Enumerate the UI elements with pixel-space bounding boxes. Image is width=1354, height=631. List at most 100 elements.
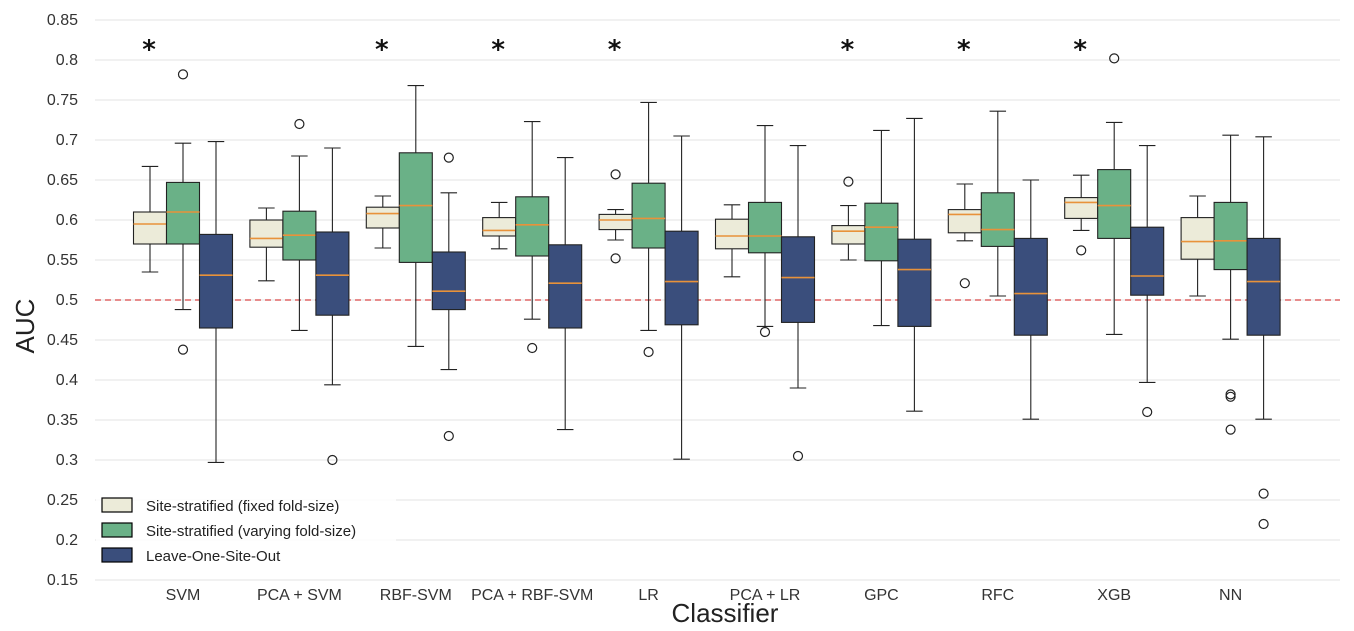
- y-tick-label: 0.7: [56, 132, 78, 149]
- significance-markers: * * * * * * *: [142, 35, 1087, 65]
- outlier-point: [1076, 245, 1087, 256]
- box-2-6: [897, 117, 932, 412]
- box-2-7: [1013, 179, 1048, 420]
- x-tick-label: RBF-SVM: [380, 587, 452, 604]
- box-body: [1213, 201, 1248, 271]
- box-0-8: [1064, 174, 1099, 256]
- outlier-point: [527, 342, 538, 354]
- outlier-point: [610, 169, 621, 180]
- outlier-point: [177, 69, 189, 80]
- outlier-point: [792, 450, 804, 462]
- y-tick-label: 0.65: [47, 172, 78, 189]
- box-body: [947, 209, 982, 234]
- y-tick-label: 0.15: [47, 572, 78, 589]
- y-tick-label: 0.55: [47, 252, 78, 269]
- box-body: [1097, 169, 1132, 239]
- box-1-4: [631, 101, 666, 358]
- box-2-9: [1246, 136, 1281, 530]
- box-body: [714, 218, 750, 250]
- y-tick-label: 0.8: [56, 52, 78, 69]
- box-0-5: [714, 204, 750, 278]
- significance-star: *: [375, 35, 389, 65]
- box-2-1: [315, 147, 350, 466]
- box-body: [198, 233, 234, 329]
- box-body: [515, 196, 550, 257]
- box-body: [631, 182, 666, 249]
- box-0-0: [132, 165, 168, 273]
- legend-label-fixed: Site-stratified (fixed fold-size): [146, 498, 339, 515]
- box-2-2: [431, 152, 466, 442]
- box-body: [1246, 237, 1281, 336]
- box-1-7: [980, 110, 1015, 297]
- box-body: [1013, 237, 1048, 336]
- box-1-5: [747, 125, 783, 338]
- box-body: [831, 225, 866, 245]
- box-0-9: [1180, 195, 1215, 297]
- box-body: [980, 192, 1015, 247]
- box-body: [431, 251, 466, 311]
- grid-lines: [95, 19, 1340, 581]
- outlier-point: [959, 278, 970, 289]
- y-tick-label: 0.2: [56, 532, 78, 549]
- outlier-point: [1109, 53, 1120, 64]
- box-2-3: [548, 157, 583, 431]
- box-body: [664, 230, 699, 326]
- outlier-point: [1142, 406, 1153, 418]
- box-body: [365, 206, 400, 229]
- outlier-point: [294, 118, 305, 130]
- box-1-3: [515, 121, 550, 354]
- legend-swatch-fixed: [101, 497, 133, 513]
- box-body: [780, 236, 816, 323]
- significance-star: *: [142, 35, 156, 65]
- y-tick-label: 0.3: [56, 452, 78, 469]
- box-body: [398, 152, 433, 263]
- box-1-1: [282, 118, 317, 331]
- box-0-7: [947, 183, 982, 289]
- box-body: [249, 219, 284, 248]
- box-body: [1180, 217, 1215, 260]
- legend-label-loso: Leave-One-Site-Out: [146, 548, 281, 565]
- y-tick-labels: 0.15 0.2 0.25 0.3 0.35 0.4 0.45 0.5 0.55 0.6 0.65 0…: [47, 12, 78, 589]
- significance-star: *: [957, 35, 971, 65]
- x-tick-labels: SVM PCA + SVM RBF-SVM PCA + RBF-SVM LR PCA + …: [166, 587, 1242, 604]
- legend-item-fixed: Site-stratified (fixed fold-size): [101, 497, 339, 515]
- box-body: [548, 244, 583, 329]
- x-tick-label: PCA + SVM: [257, 587, 342, 604]
- legend-swatch-varying: [101, 522, 133, 538]
- outlier-point: [177, 344, 189, 355]
- box-body: [482, 217, 517, 237]
- y-tick-label: 0.4: [56, 372, 78, 389]
- box-body: [747, 201, 783, 254]
- x-tick-label: RFC: [981, 587, 1014, 604]
- legend-swatch-loso: [101, 547, 133, 563]
- x-tick-label: NN: [1219, 587, 1242, 604]
- x-axis-title: Classifier: [672, 598, 779, 628]
- y-tick-label: 0.75: [47, 92, 78, 109]
- box-1-8: [1097, 53, 1132, 335]
- box-2-0: [198, 141, 234, 463]
- x-tick-label: SVM: [166, 587, 201, 604]
- box-0-1: [249, 207, 284, 282]
- box-1-9: [1213, 134, 1248, 435]
- outlier-point: [443, 152, 454, 163]
- box-body: [897, 238, 932, 327]
- outlier-point: [327, 454, 338, 466]
- box-0-2: [365, 195, 400, 249]
- legend-background: [96, 490, 396, 572]
- box-body: [1130, 226, 1165, 296]
- y-axis-title: AUC: [10, 299, 40, 354]
- x-tick-label: XGB: [1097, 587, 1131, 604]
- y-tick-label: 0.5: [56, 292, 78, 309]
- outlier-point: [759, 326, 771, 338]
- outlier-point: [1225, 391, 1236, 402]
- x-tick-label: LR: [638, 587, 658, 604]
- outlier-point: [443, 430, 454, 442]
- box-body: [598, 213, 633, 231]
- significance-star: *: [491, 35, 505, 65]
- box-1-2: [398, 85, 433, 347]
- significance-star: *: [608, 35, 622, 65]
- legend: Site-stratified (fixed fold-size) Site-s…: [96, 490, 396, 572]
- x-tick-label: PCA + LR: [730, 587, 801, 604]
- y-tick-label: 0.6: [56, 212, 78, 229]
- y-tick-label: 0.45: [47, 332, 78, 349]
